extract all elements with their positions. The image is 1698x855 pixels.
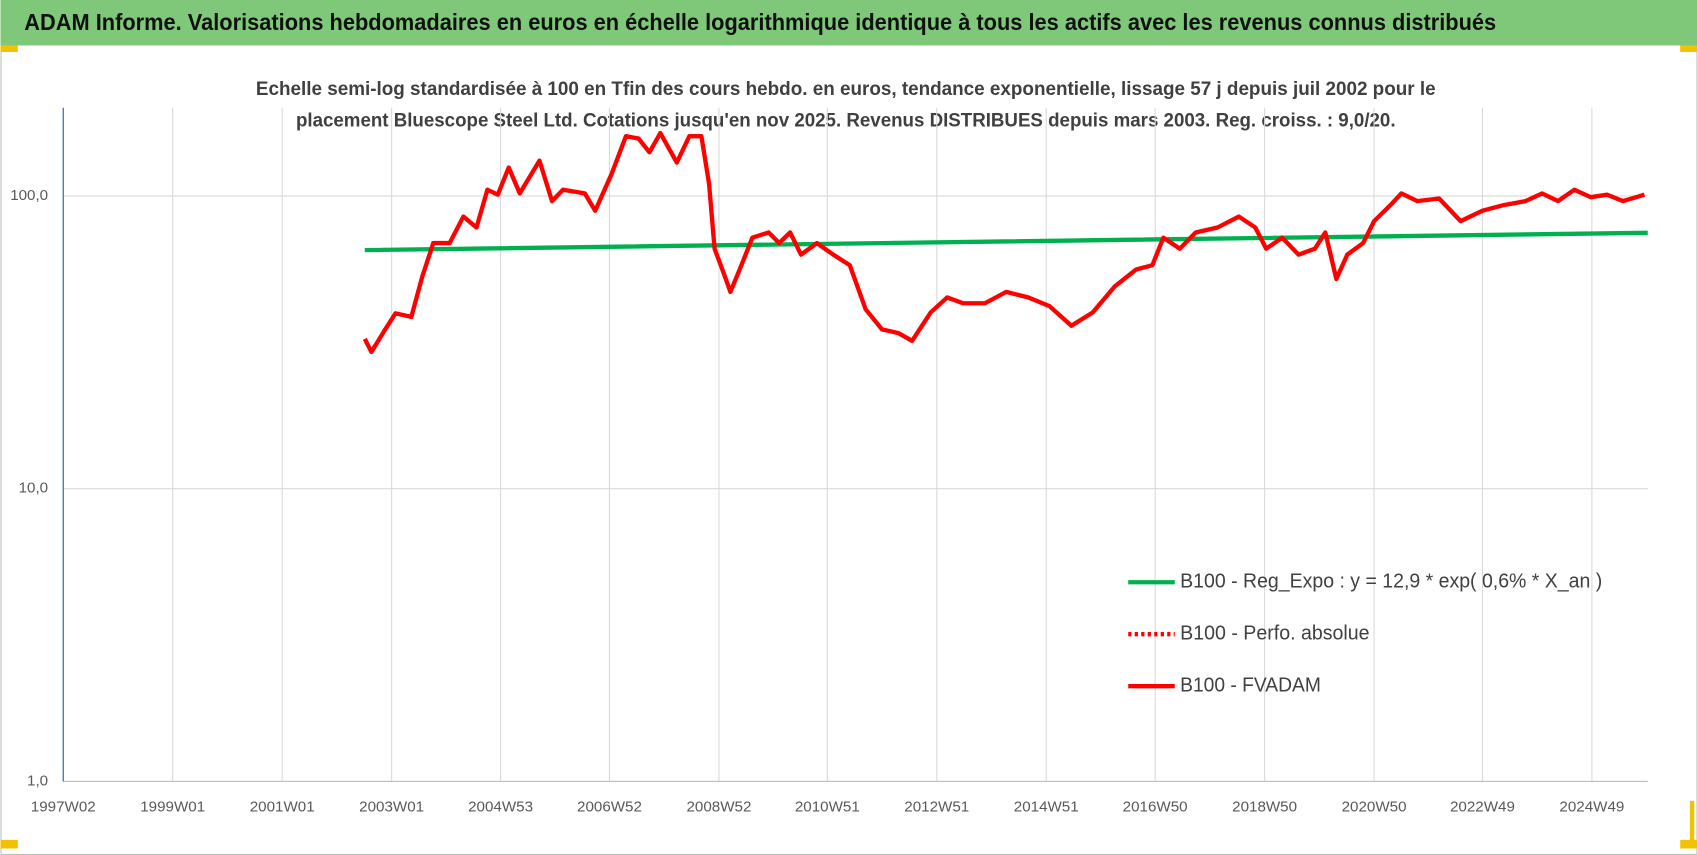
- title-band: [0, 0, 1698, 46]
- x-tick-label: 2020W50: [1342, 798, 1407, 815]
- y-tick-label: 10,0: [19, 480, 48, 497]
- y-tick-label: 100,0: [10, 187, 48, 204]
- chart-title: ADAM Informe. Valorisations hebdomadaire…: [24, 9, 1496, 35]
- x-tick-label: 1997W02: [31, 798, 96, 815]
- legend-label: B100 - Perfo. absolue: [1180, 622, 1369, 645]
- corner-mark: [0, 45, 18, 52]
- x-tick-label: 2006W52: [577, 798, 642, 815]
- legend: B100 - Reg_Expo : y = 12,9 * exp( 0,6% *…: [1128, 570, 1602, 697]
- x-tick-label: 2008W52: [686, 798, 751, 815]
- x-tick-label: 2001W01: [250, 798, 315, 815]
- chart-subtitle: Echelle semi-log standardisée à 100 en T…: [256, 78, 1436, 100]
- corner-mark: [1680, 45, 1698, 52]
- series-line: [362, 130, 1646, 355]
- plot: [362, 130, 1648, 355]
- corner-mark: [1680, 839, 1698, 849]
- x-tick-label: 2003W01: [359, 798, 424, 815]
- x-tick-label: 2022W49: [1450, 798, 1515, 815]
- chart-subtitle: placement Bluescope Steel Ltd. Cotations…: [296, 109, 1396, 131]
- x-tick-label: 2016W50: [1123, 798, 1188, 815]
- x-tick-label: 2018W50: [1232, 798, 1297, 815]
- grid: 1,0 10,0 100,0 1997W02 1999W01 2001W01 2003W01…: [10, 107, 1648, 815]
- series-line: [364, 230, 1648, 253]
- corner-mark: [1689, 800, 1695, 849]
- y-tick-label: 1,0: [27, 772, 48, 789]
- x-tick-label: 2024W49: [1559, 798, 1624, 815]
- x-tick-label: 2014W51: [1014, 798, 1079, 815]
- x-tick-label: 2010W51: [795, 798, 860, 815]
- legend-label: B100 - Reg_Expo : y = 12,9 * exp( 0,6% *…: [1180, 570, 1602, 593]
- corner-mark: [0, 839, 18, 849]
- legend-label: B100 - FVADAM: [1180, 674, 1321, 697]
- x-tick-label: 2012W51: [904, 798, 969, 815]
- x-tick-label: 2004W53: [468, 798, 533, 815]
- x-tick-label: 1999W01: [140, 798, 205, 815]
